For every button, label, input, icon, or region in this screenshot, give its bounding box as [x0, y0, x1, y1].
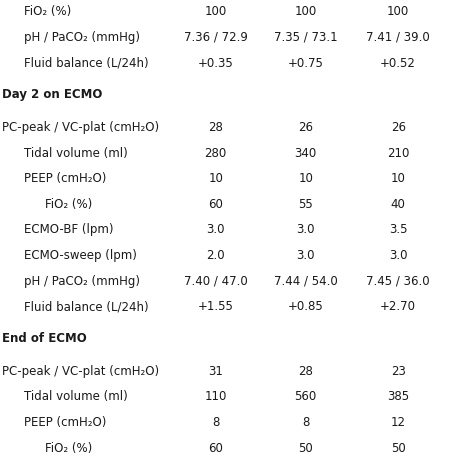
Text: 3.0: 3.0: [389, 249, 408, 262]
Text: 3.0: 3.0: [296, 223, 315, 237]
Text: 55: 55: [298, 198, 313, 211]
Text: Tidal volume (ml): Tidal volume (ml): [24, 146, 128, 160]
Text: 10: 10: [391, 172, 406, 185]
Text: 7.40 / 47.0: 7.40 / 47.0: [184, 274, 247, 288]
Text: 385: 385: [387, 391, 409, 403]
Text: 31: 31: [208, 365, 223, 378]
Text: 3.5: 3.5: [389, 223, 408, 237]
Text: FiO₂ (%): FiO₂ (%): [45, 198, 92, 211]
Text: 100: 100: [205, 5, 227, 18]
Text: 2.0: 2.0: [206, 249, 225, 262]
Text: ECMO-BF (lpm): ECMO-BF (lpm): [24, 223, 113, 237]
Text: 560: 560: [295, 391, 317, 403]
Text: 60: 60: [208, 442, 223, 455]
Text: 3.0: 3.0: [206, 223, 225, 237]
Text: 340: 340: [295, 146, 317, 160]
Text: 110: 110: [204, 391, 227, 403]
Text: 3.0: 3.0: [296, 249, 315, 262]
Text: 26: 26: [391, 121, 406, 134]
Text: PC-peak / VC-plat (cmH₂O): PC-peak / VC-plat (cmH₂O): [2, 365, 159, 378]
Text: 8: 8: [212, 416, 219, 429]
Text: FiO₂ (%): FiO₂ (%): [45, 442, 92, 455]
Text: FiO₂ (%): FiO₂ (%): [24, 5, 71, 18]
Text: +2.70: +2.70: [380, 300, 416, 313]
Text: 7.41 / 39.0: 7.41 / 39.0: [366, 31, 430, 44]
Text: 100: 100: [387, 5, 409, 18]
Text: End of ECMO: End of ECMO: [2, 331, 87, 345]
Text: ECMO-sweep (lpm): ECMO-sweep (lpm): [24, 249, 137, 262]
Text: +0.85: +0.85: [288, 300, 324, 313]
Text: PEEP (cmH₂O): PEEP (cmH₂O): [24, 172, 106, 185]
Text: 60: 60: [208, 198, 223, 211]
Text: 10: 10: [298, 172, 313, 185]
Text: Fluid balance (L/24h): Fluid balance (L/24h): [24, 56, 148, 70]
Text: +0.75: +0.75: [288, 56, 324, 70]
Text: 100: 100: [295, 5, 317, 18]
Text: 280: 280: [205, 146, 227, 160]
Text: +0.35: +0.35: [198, 56, 234, 70]
Text: 210: 210: [387, 146, 410, 160]
Text: 7.44 / 54.0: 7.44 / 54.0: [274, 274, 337, 288]
Text: 7.35 / 73.1: 7.35 / 73.1: [274, 31, 337, 44]
Text: 10: 10: [208, 172, 223, 185]
Text: pH / PaCO₂ (mmHg): pH / PaCO₂ (mmHg): [24, 274, 140, 288]
Text: 7.45 / 36.0: 7.45 / 36.0: [366, 274, 430, 288]
Text: pH / PaCO₂ (mmHg): pH / PaCO₂ (mmHg): [24, 31, 140, 44]
Text: 40: 40: [391, 198, 406, 211]
Text: 28: 28: [208, 121, 223, 134]
Text: 7.36 / 72.9: 7.36 / 72.9: [184, 31, 247, 44]
Text: PEEP (cmH₂O): PEEP (cmH₂O): [24, 416, 106, 429]
Text: 26: 26: [298, 121, 313, 134]
Text: 23: 23: [391, 365, 406, 378]
Text: 12: 12: [391, 416, 406, 429]
Text: Day 2 on ECMO: Day 2 on ECMO: [2, 88, 103, 101]
Text: +1.55: +1.55: [198, 300, 234, 313]
Text: Fluid balance (L/24h): Fluid balance (L/24h): [24, 300, 148, 313]
Text: 28: 28: [298, 365, 313, 378]
Text: PC-peak / VC-plat (cmH₂O): PC-peak / VC-plat (cmH₂O): [2, 121, 159, 134]
Text: 8: 8: [302, 416, 310, 429]
Text: Tidal volume (ml): Tidal volume (ml): [24, 391, 128, 403]
Text: 50: 50: [391, 442, 406, 455]
Text: +0.52: +0.52: [380, 56, 416, 70]
Text: 50: 50: [298, 442, 313, 455]
